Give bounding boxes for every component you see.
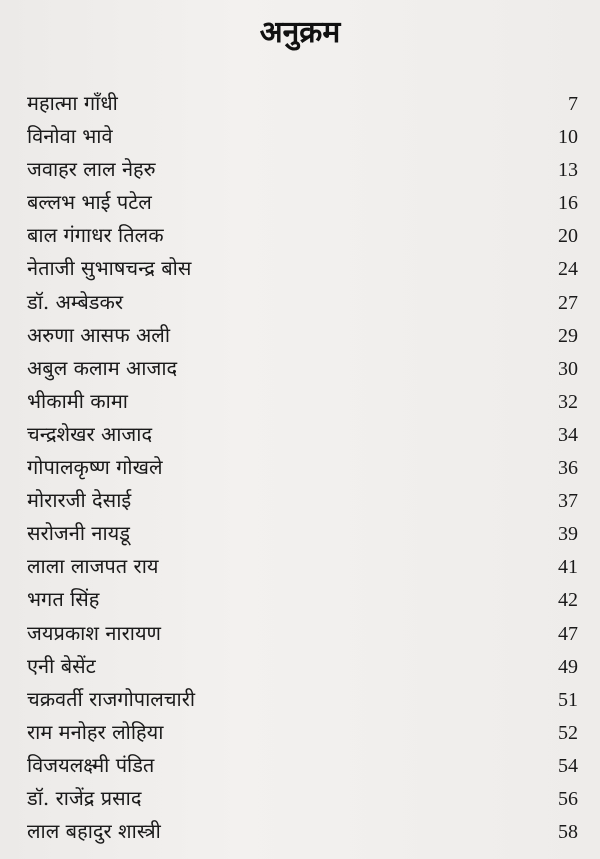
entry-title: एनी बेसेंट [27,653,96,678]
toc-entry: बाल गंगाधर तिलक 20 [27,219,578,252]
toc-entry: जवाहर लाल नेहरु 13 [27,153,578,186]
entry-title: अबुल कलाम आजाद [27,355,178,380]
entry-page-number: 58 [558,821,578,844]
toc-entry: चन्द्रशेखर आजाद 34 [27,418,578,451]
entry-page-number: 10 [558,126,578,149]
entry-page-number: 20 [558,225,578,248]
entry-title: भगत सिंह [27,587,100,612]
entry-title: डॉ. राजेंद्र प्रसाद [27,785,142,810]
entry-page-number: 51 [558,688,578,711]
toc-entry: विजयलक्ष्मी पंडित 54 [27,749,578,782]
toc-entry: सरोजनी नायडू 39 [27,517,578,550]
entry-page-number: 36 [558,457,578,480]
toc-entry: राम मनोहर लोहिया 52 [27,716,578,749]
entry-title: जवाहर लाल नेहरु [27,157,156,182]
entry-title: चन्द्रशेखर आजाद [27,421,153,446]
entry-page-number: 30 [558,357,578,380]
entry-title: गोपालकृष्ण गोखले [27,455,163,480]
toc-entry: डॉ. राजेंद्र प्रसाद 56 [27,782,578,815]
toc-entry: भगत सिंह 42 [27,583,578,616]
entry-title: चक्रवर्ती राजगोपालचारी [27,686,196,711]
entry-page-number: 49 [558,655,578,678]
entry-page-number: 47 [558,622,578,645]
entry-title: लाला लाजपत राय [27,554,159,579]
toc-entry: लाला लाजपत राय 41 [27,550,578,583]
entry-page-number: 56 [558,787,578,810]
entry-page-number: 52 [558,721,578,744]
entry-page-number: 13 [558,159,578,182]
entry-title: विजयलक्ष्मी पंडित [27,752,155,777]
toc-entry: अबुल कलाम आजाद 30 [27,352,578,385]
toc-entry: गोपालकृष्ण गोखले 36 [27,451,578,484]
entry-title: मोरारजी देसाई [27,488,132,513]
toc-entry: अरुणा आसफ अली 29 [27,319,578,352]
entry-page-number: 39 [558,523,578,546]
entry-title: नेताजी सुभाषचन्द्र बोस [27,256,192,281]
entry-page-number: 34 [558,423,578,446]
entry-title: भीकामी कामा [27,388,128,413]
entry-title: सरोजनी नायडू [27,521,130,546]
entry-page-number: 29 [558,324,578,347]
entry-title: बाल गंगाधर तिलक [27,223,164,248]
entry-title: जयप्रकाश नारायण [27,620,162,645]
entry-page-number: 37 [558,490,578,513]
entry-title: बल्लभ भाई पटेल [27,190,152,215]
toc-entry: लाल बहादुर शास्त्री 58 [27,815,578,848]
entry-page-number: 24 [558,258,578,281]
entry-title: विनोवा भावे [27,124,113,149]
entry-title: अरुणा आसफ अली [27,322,170,347]
entry-title: लाल बहादुर शास्त्री [27,819,161,844]
toc-entry: एनी बेसेंट 49 [27,650,578,683]
entry-page-number: 54 [558,754,578,777]
toc-entry: चक्रवर्ती राजगोपालचारी 51 [27,683,578,716]
toc-entry: जयप्रकाश नारायण 47 [27,617,578,650]
toc-entry: बल्लभ भाई पटेल 16 [27,186,578,219]
toc-entry: विनोवा भावे 10 [27,120,578,153]
entry-title: राम मनोहर लोहिया [27,719,164,744]
entry-title: डॉ. अम्बेडकर [27,289,124,314]
toc-entry: मोरारजी देसाई 37 [27,484,578,517]
toc-entry: महात्मा गाँधी 7 [27,87,578,120]
entry-page-number: 27 [558,291,578,314]
toc-entry: भीकामी कामा 32 [27,385,578,418]
entry-page-number: 41 [558,556,578,579]
entry-title: महात्मा गाँधी [27,91,118,115]
entry-page-number: 7 [568,93,578,115]
entry-page-number: 42 [558,589,578,612]
entry-page-number: 32 [558,390,578,413]
entry-page-number: 16 [558,192,578,215]
page-title: अनुक्रम [259,15,341,50]
toc-entry: नेताजी सुभाषचन्द्र बोस 24 [27,252,578,285]
toc-entry: डॉ. अम्बेडकर 27 [27,286,578,319]
table-of-contents: महात्मा गाँधी 7 विनोवा भावे 10 जवाहर लाल नेह… [27,87,578,848]
